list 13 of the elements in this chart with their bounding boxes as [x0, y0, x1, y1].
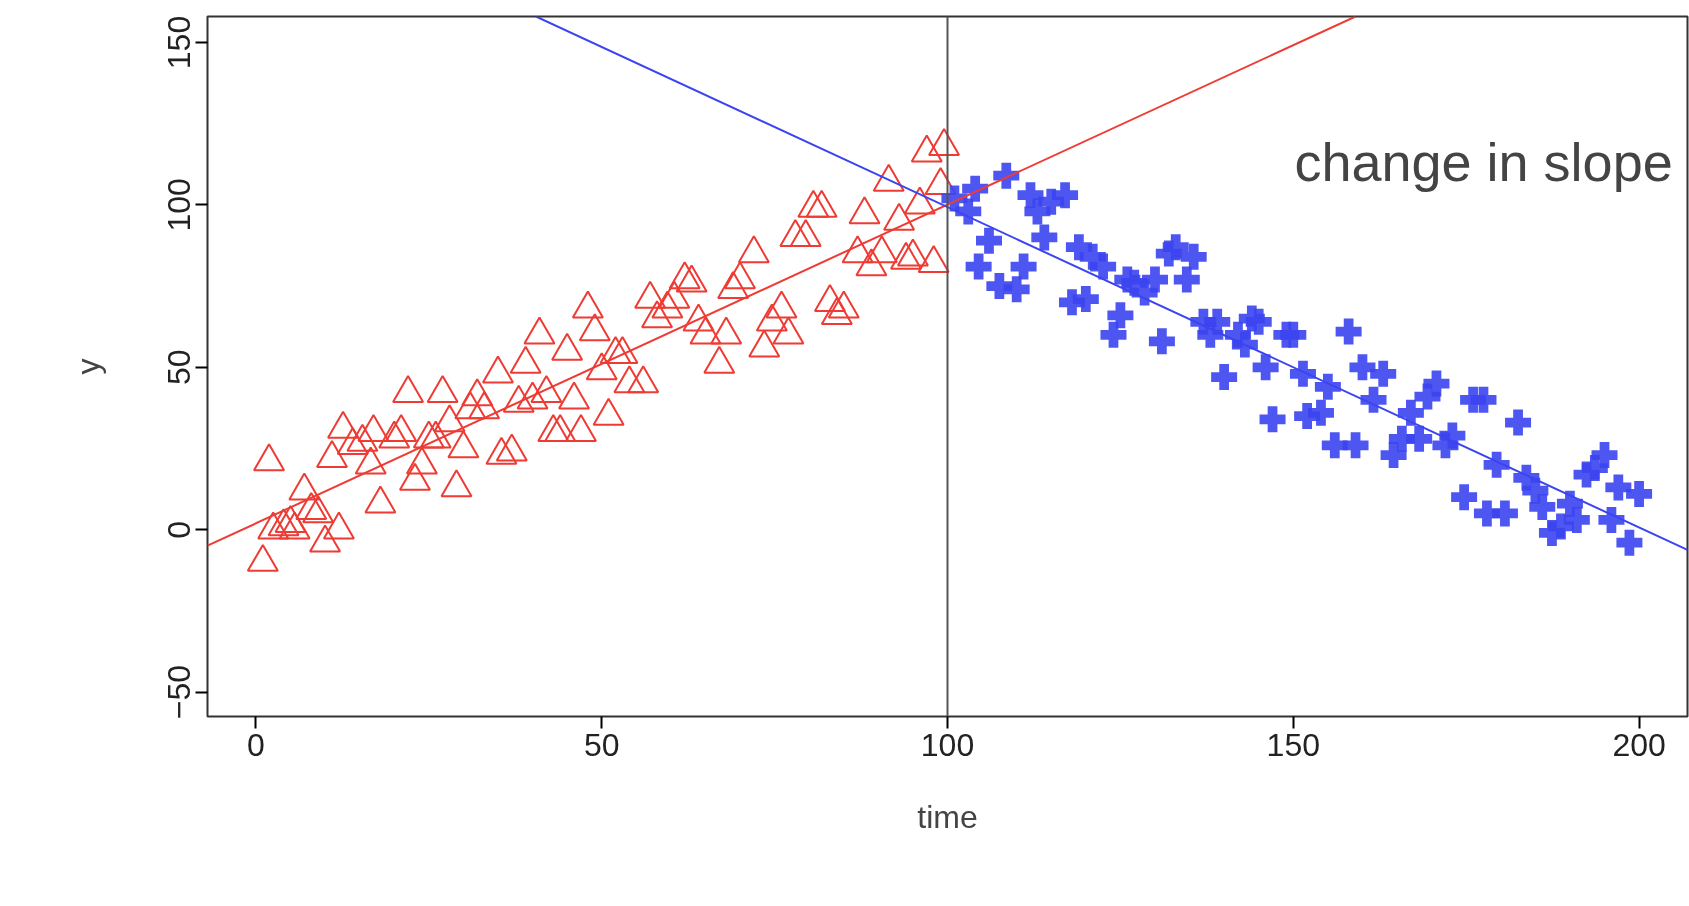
y-tick-label: 100	[161, 178, 198, 232]
x-tick-label: 0	[247, 726, 265, 763]
x-axis-title: time	[917, 798, 978, 835]
x-tick-label: 150	[1266, 726, 1320, 763]
x-tick-label: 50	[583, 726, 620, 763]
y-tick-label: −50	[161, 665, 198, 720]
annotation: change in slope	[1294, 131, 1673, 192]
y-tick-label: 150	[161, 15, 198, 70]
y-tick-label: 50	[161, 349, 198, 386]
y-tick-label: 0	[161, 520, 198, 539]
x-tick-label: 100	[920, 726, 975, 763]
y-axis-title: y	[69, 358, 106, 375]
x-tick-label: 200	[1612, 726, 1666, 763]
